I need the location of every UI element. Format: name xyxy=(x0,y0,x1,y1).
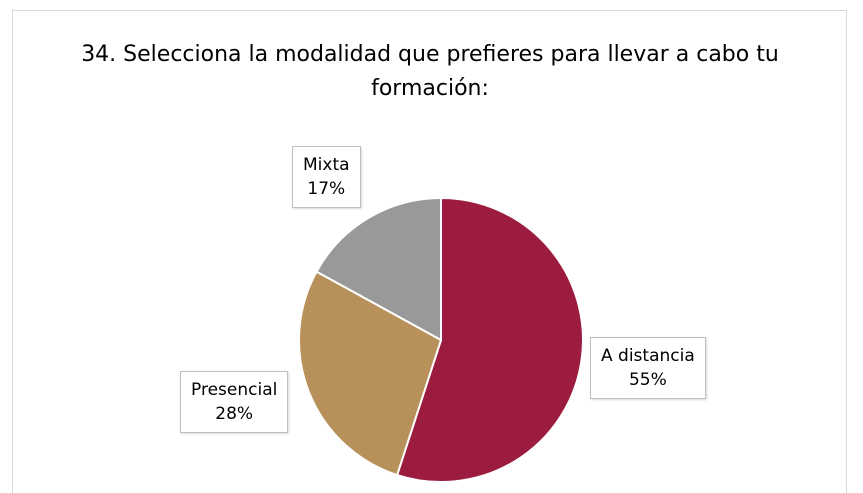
label-category: A distancia xyxy=(601,346,695,366)
label-category: Presencial xyxy=(191,380,278,400)
pie-slice xyxy=(395,196,584,483)
label-value: 17% xyxy=(307,179,346,199)
label-value: 28% xyxy=(215,404,254,424)
label-category: Mixta xyxy=(303,155,350,175)
chart-frame xyxy=(12,10,847,493)
pie-slice xyxy=(315,196,442,342)
data-label: Mixta 17% xyxy=(292,146,361,208)
label-value: 55% xyxy=(628,370,667,390)
pie-slice xyxy=(298,270,443,477)
data-label: A distancia 55% xyxy=(590,337,706,399)
chart-title: 34. Selecciona la modalidad que prefiere… xyxy=(81,42,779,101)
data-label: Presencial 28% xyxy=(180,371,289,433)
